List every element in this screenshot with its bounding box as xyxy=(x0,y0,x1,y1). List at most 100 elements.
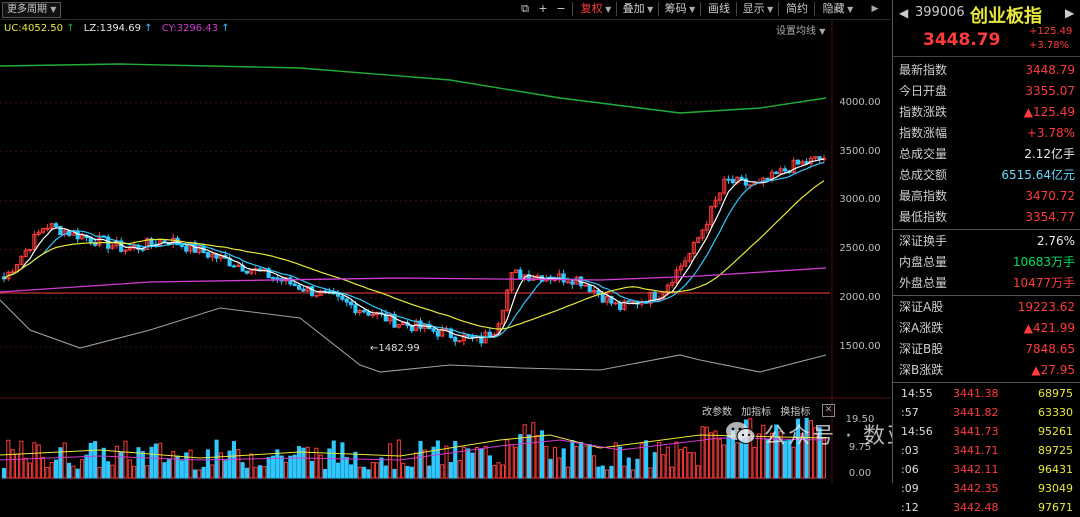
volume-bar xyxy=(119,451,124,479)
candle xyxy=(19,256,24,266)
volume-ma-yellow xyxy=(0,434,827,459)
quote-row-label: 总成交量 xyxy=(899,147,948,161)
volume-bar xyxy=(787,439,792,479)
switch-indicator-button[interactable]: 换指标 xyxy=(780,407,811,418)
chips-button[interactable]: 筹码 ▼ xyxy=(664,2,696,15)
volume-bar xyxy=(362,466,367,479)
more-periods-button[interactable]: 更多周期 ▼ xyxy=(2,2,62,18)
candle xyxy=(461,334,466,342)
volume-bar xyxy=(414,452,419,479)
tick-time: :57 xyxy=(901,406,919,419)
volume-bar xyxy=(288,455,293,479)
stock-name: 创业板指 xyxy=(970,6,1042,27)
candle xyxy=(765,177,770,181)
draw-line-button[interactable]: 画线 xyxy=(708,2,730,15)
volume-bar xyxy=(535,435,540,479)
volume-bar xyxy=(227,450,232,479)
quote-row-label: 深证换手 xyxy=(899,234,948,248)
candle xyxy=(704,224,709,231)
quote-row-value: ▲125.49 xyxy=(1023,105,1075,119)
quote-row: 最高指数 3470.72 xyxy=(893,186,1080,207)
volume-bar xyxy=(188,449,193,479)
ma-white-line xyxy=(3,158,825,339)
kline-chart-area[interactable]: 更多周期 ▼ ⧉ + − 复权 ▼ 叠加 ▼ 筹码 ▼ 画线 显示 ▼ 简约 隐… xyxy=(0,0,1005,483)
candle xyxy=(791,159,796,174)
volume-bar xyxy=(166,459,171,479)
volume-bar xyxy=(305,446,310,479)
volume-bar xyxy=(257,465,263,479)
candle xyxy=(487,331,492,337)
volume-bar xyxy=(696,465,701,479)
volume-bar xyxy=(292,454,297,479)
zoom-out-icon[interactable]: − xyxy=(556,2,566,15)
volume-bar xyxy=(283,461,289,479)
next-stock-icon[interactable]: ▶ xyxy=(1065,6,1075,20)
volume-bar xyxy=(1,467,7,479)
window-icon[interactable]: ⧉ xyxy=(521,2,529,15)
volume-bar xyxy=(795,418,801,479)
candle xyxy=(184,245,189,252)
volume-bar xyxy=(32,442,37,479)
volume-bar xyxy=(127,459,132,479)
candle xyxy=(275,277,280,280)
overlay-button[interactable]: 叠加 ▼ xyxy=(622,2,654,15)
volume-bar xyxy=(722,444,727,479)
volume-bar xyxy=(58,447,63,479)
quote-row: 外盘总量 10477万手 xyxy=(893,273,1080,294)
simple-button[interactable]: 简约 xyxy=(786,2,808,15)
candle xyxy=(49,223,54,229)
tick-volume: 93049 xyxy=(1038,482,1073,495)
hide-button[interactable]: 隐藏 ▼ xyxy=(822,2,854,15)
chart-toolbar: 更多周期 ▼ ⧉ + − 复权 ▼ 叠加 ▼ 筹码 ▼ 画线 显示 ▼ 简约 隐… xyxy=(0,0,890,20)
close-icon[interactable]: ✕ xyxy=(822,404,835,417)
chevron-right-icon[interactable]: ▶ xyxy=(871,4,879,14)
candle xyxy=(353,304,358,313)
volume-bar xyxy=(683,446,688,479)
candle xyxy=(266,268,271,279)
volume-bar xyxy=(97,466,102,479)
quote-row-label: 最新指数 xyxy=(899,63,948,77)
display-button[interactable]: 显示 ▼ xyxy=(742,2,774,15)
candle xyxy=(648,291,653,304)
zoom-in-icon[interactable]: + xyxy=(538,2,548,15)
quote-row-label: 今日开盘 xyxy=(899,84,948,98)
add-indicator-button[interactable]: 加指标 xyxy=(741,407,772,418)
candle xyxy=(730,178,735,184)
price-tick: 1500.00 xyxy=(839,341,881,352)
candle xyxy=(10,271,15,274)
volume-bar xyxy=(596,466,601,479)
candle xyxy=(457,340,462,343)
candle xyxy=(388,313,393,322)
volume-bar xyxy=(184,452,189,479)
ma-settings-link[interactable]: 设置均线 ▼ xyxy=(776,26,826,37)
volume-bar xyxy=(375,462,380,479)
volume-bar xyxy=(270,455,276,479)
volume-bar xyxy=(158,442,163,479)
quote-row-label: 指数涨幅 xyxy=(899,126,948,140)
volume-bar xyxy=(409,466,414,479)
tick-volume: 95261 xyxy=(1038,425,1073,438)
quote-row-label: 总成交额 xyxy=(899,168,948,182)
lower-band-line xyxy=(0,299,827,373)
quote-row: 深A涨跌 ▲421.99 xyxy=(893,318,1080,339)
volume-bar xyxy=(422,449,427,479)
adjust-button[interactable]: 复权 ▼ xyxy=(580,2,612,15)
volume-bar xyxy=(296,446,302,479)
volume-bar xyxy=(67,462,72,479)
candle xyxy=(696,237,701,243)
prev-stock-icon[interactable]: ◀ xyxy=(899,6,909,20)
volume-bar xyxy=(80,459,85,479)
quote-row-value: 7848.65 xyxy=(1025,342,1075,356)
candle xyxy=(591,289,597,293)
tick-time: 14:55 xyxy=(901,387,933,400)
tick-price: 3442.11 xyxy=(953,463,999,476)
tick-time: 14:56 xyxy=(901,425,933,438)
change-params-button[interactable]: 改参数 xyxy=(702,407,732,418)
tick-price: 3441.82 xyxy=(953,406,999,419)
tick-row: 14:55 3441.38 68975 xyxy=(893,384,1080,403)
candle xyxy=(613,302,618,305)
volume-bar xyxy=(249,453,254,479)
candle xyxy=(366,311,371,316)
price-change-pct: +3.78% xyxy=(1029,40,1070,51)
volume-bar xyxy=(709,432,714,479)
